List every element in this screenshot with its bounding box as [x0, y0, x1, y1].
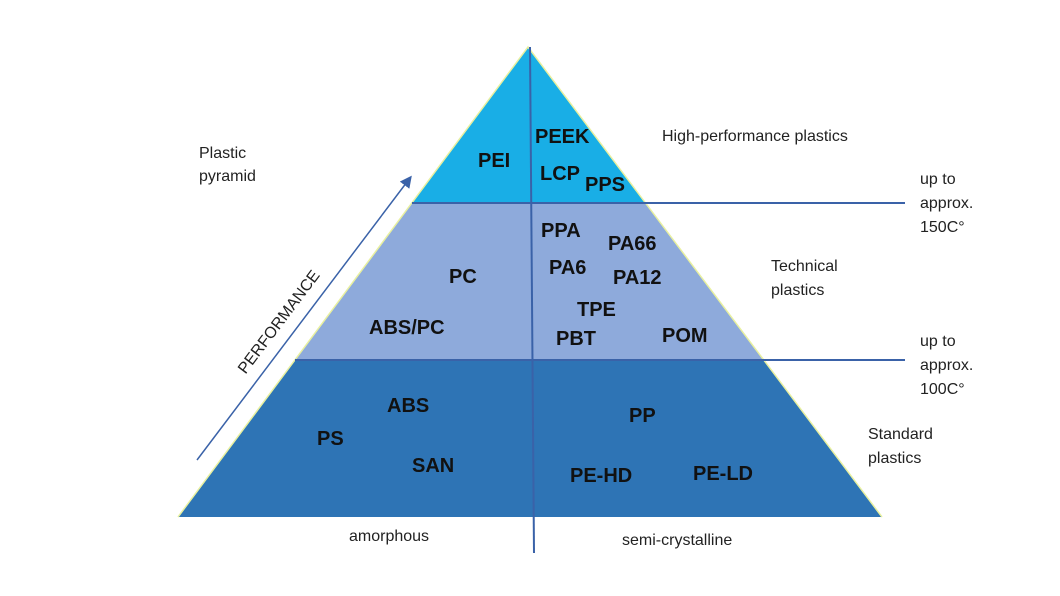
material-PE-LD: PE-LD	[693, 463, 753, 485]
material-PE-HD: PE-HD	[570, 465, 632, 487]
performance-arrow	[196, 175, 412, 461]
threshold-150-line-3: 150C°	[920, 219, 965, 236]
column-label-amorphous: amorphous	[349, 528, 429, 545]
material-PA12: PA12	[613, 267, 662, 289]
divider-vertical	[529, 46, 535, 554]
threshold-150-line-1: up to	[920, 171, 956, 188]
material-PP: PP	[629, 405, 656, 427]
material-PPA: PPA	[541, 220, 581, 242]
threshold-100-line-2: approx.	[920, 357, 973, 374]
material-PA66: PA66	[608, 233, 657, 255]
material-ABS: ABS	[387, 395, 429, 417]
material-PA6: PA6	[549, 257, 586, 279]
material-PEEK: PEEK	[535, 126, 590, 148]
tier-name-standard-2: plastics	[868, 450, 921, 467]
material-POM: POM	[662, 325, 708, 347]
material-ABS-PC: ABS/PC	[369, 317, 445, 339]
material-TPE: TPE	[577, 299, 616, 321]
material-SAN: SAN	[412, 455, 454, 477]
tier-name-technical-1: Technical	[771, 258, 838, 275]
tier-name-technical-2: plastics	[771, 282, 824, 299]
material-LCP: LCP	[540, 163, 580, 185]
material-PC: PC	[449, 266, 477, 288]
threshold-100-line-1: up to	[920, 333, 956, 350]
tier-high-performance	[412, 47, 645, 203]
threshold-100-line-3: 100C°	[920, 381, 965, 398]
threshold-150-line-2: approx.	[920, 195, 973, 212]
material-PS: PS	[317, 428, 344, 450]
title-line-1: Plastic	[199, 145, 246, 162]
material-PEI: PEI	[478, 150, 510, 172]
column-label-semi-crystalline: semi-crystalline	[622, 532, 732, 549]
material-PBT: PBT	[556, 328, 596, 350]
tier-name-high-performance: High-performance plastics	[662, 128, 848, 145]
tier-technical	[295, 203, 764, 360]
tier-standard	[178, 360, 882, 517]
title-line-2: pyramid	[199, 168, 256, 185]
material-PPS: PPS	[585, 174, 625, 196]
tier-name-standard-1: Standard	[868, 426, 933, 443]
